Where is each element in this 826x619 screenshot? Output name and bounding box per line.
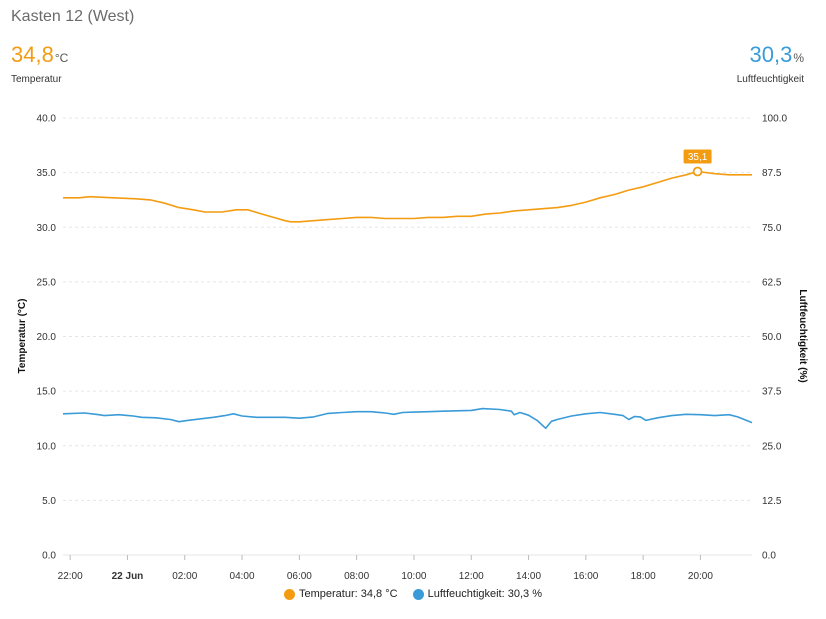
x-tick-label: 14:00 bbox=[516, 571, 541, 582]
y-left-tick-label: 35.0 bbox=[37, 168, 57, 179]
y-right-tick-label: 12.5 bbox=[762, 496, 782, 507]
max-value-badge bbox=[683, 149, 712, 164]
humidity-line bbox=[62, 407, 753, 430]
x-tick-label: 22 Jun bbox=[112, 571, 144, 582]
humidity-current-value: 30,3 bbox=[749, 42, 793, 67]
y-right-tick-label: 75.0 bbox=[762, 223, 782, 234]
legend-temperature-label: Temperatur: 34,8 °C bbox=[299, 588, 398, 600]
y-right-tick-label: 87.5 bbox=[762, 168, 782, 179]
chart-legend: Temperatur: 34,8 °C Luftfeuchtigkeit: 30… bbox=[0, 588, 826, 603]
y-right-tick-label: 0.0 bbox=[762, 551, 776, 562]
y-right-tick-label: 62.5 bbox=[762, 277, 782, 288]
y-right-tick-label: 25.0 bbox=[762, 441, 782, 452]
y-left-tick-label: 5.0 bbox=[42, 496, 56, 507]
x-tick-label: 10:00 bbox=[401, 571, 426, 582]
temperature-current-stat: 34,8°C Temperatur bbox=[11, 42, 68, 85]
x-tick-label: 06:00 bbox=[287, 571, 312, 582]
y-right-tick-label: 37.5 bbox=[762, 387, 782, 398]
x-tick-label: 12:00 bbox=[459, 571, 484, 582]
y-left-tick-label: 15.0 bbox=[37, 387, 57, 398]
y-left-tick-label: 10.0 bbox=[37, 441, 57, 452]
y-left-tick-label: 20.0 bbox=[37, 332, 57, 343]
x-tick-label: 16:00 bbox=[573, 571, 598, 582]
max-value-label: 35,1 bbox=[688, 152, 708, 163]
y-left-tick-label: 40.0 bbox=[37, 114, 57, 125]
temperature-unit: °C bbox=[54, 51, 69, 65]
temperature-stat-label: Temperatur bbox=[11, 74, 62, 85]
legend-humidity-label: Luftfeuchtigkeit: 30,3 % bbox=[427, 588, 542, 600]
y-right-tick-label: 100.0 bbox=[762, 114, 787, 125]
x-tick-label: 18:00 bbox=[631, 571, 656, 582]
humidity-legend-marker bbox=[412, 588, 424, 600]
humidity-stat-label: Luftfeuchtigkeit bbox=[736, 74, 804, 85]
y-right-axis-title: Luftfeuchtigkeit (%) bbox=[797, 289, 808, 382]
x-tick-label: 22:00 bbox=[58, 571, 83, 582]
temperature-current-value: 34,8 bbox=[11, 42, 54, 67]
humidity-unit: % bbox=[793, 51, 804, 65]
y-left-tick-label: 25.0 bbox=[37, 277, 57, 288]
x-tick-label: 04:00 bbox=[230, 571, 255, 582]
y-left-tick-label: 0.0 bbox=[42, 551, 56, 562]
x-tick-label: 20:00 bbox=[688, 571, 713, 582]
temperature-legend-marker bbox=[284, 588, 295, 600]
humidity-current-stat: 30,3% Luftfeuchtigkeit bbox=[737, 42, 804, 85]
y-right-tick-label: 50.0 bbox=[762, 332, 782, 343]
legend-item-temperature[interactable]: Temperatur: 34,8 °C bbox=[284, 588, 398, 600]
legend-item-humidity[interactable]: Luftfeuchtigkeit: 30,3 % bbox=[412, 588, 542, 600]
temperature-line bbox=[63, 170, 752, 223]
y-left-tick-label: 30.0 bbox=[37, 223, 57, 234]
x-tick-label: 08:00 bbox=[344, 571, 369, 582]
chart-title: Kasten 12 (West) bbox=[11, 8, 135, 25]
y-left-axis-title: Temperatur (°C) bbox=[17, 299, 28, 374]
max-value-point bbox=[692, 166, 703, 177]
x-tick-label: 02:00 bbox=[172, 571, 197, 582]
